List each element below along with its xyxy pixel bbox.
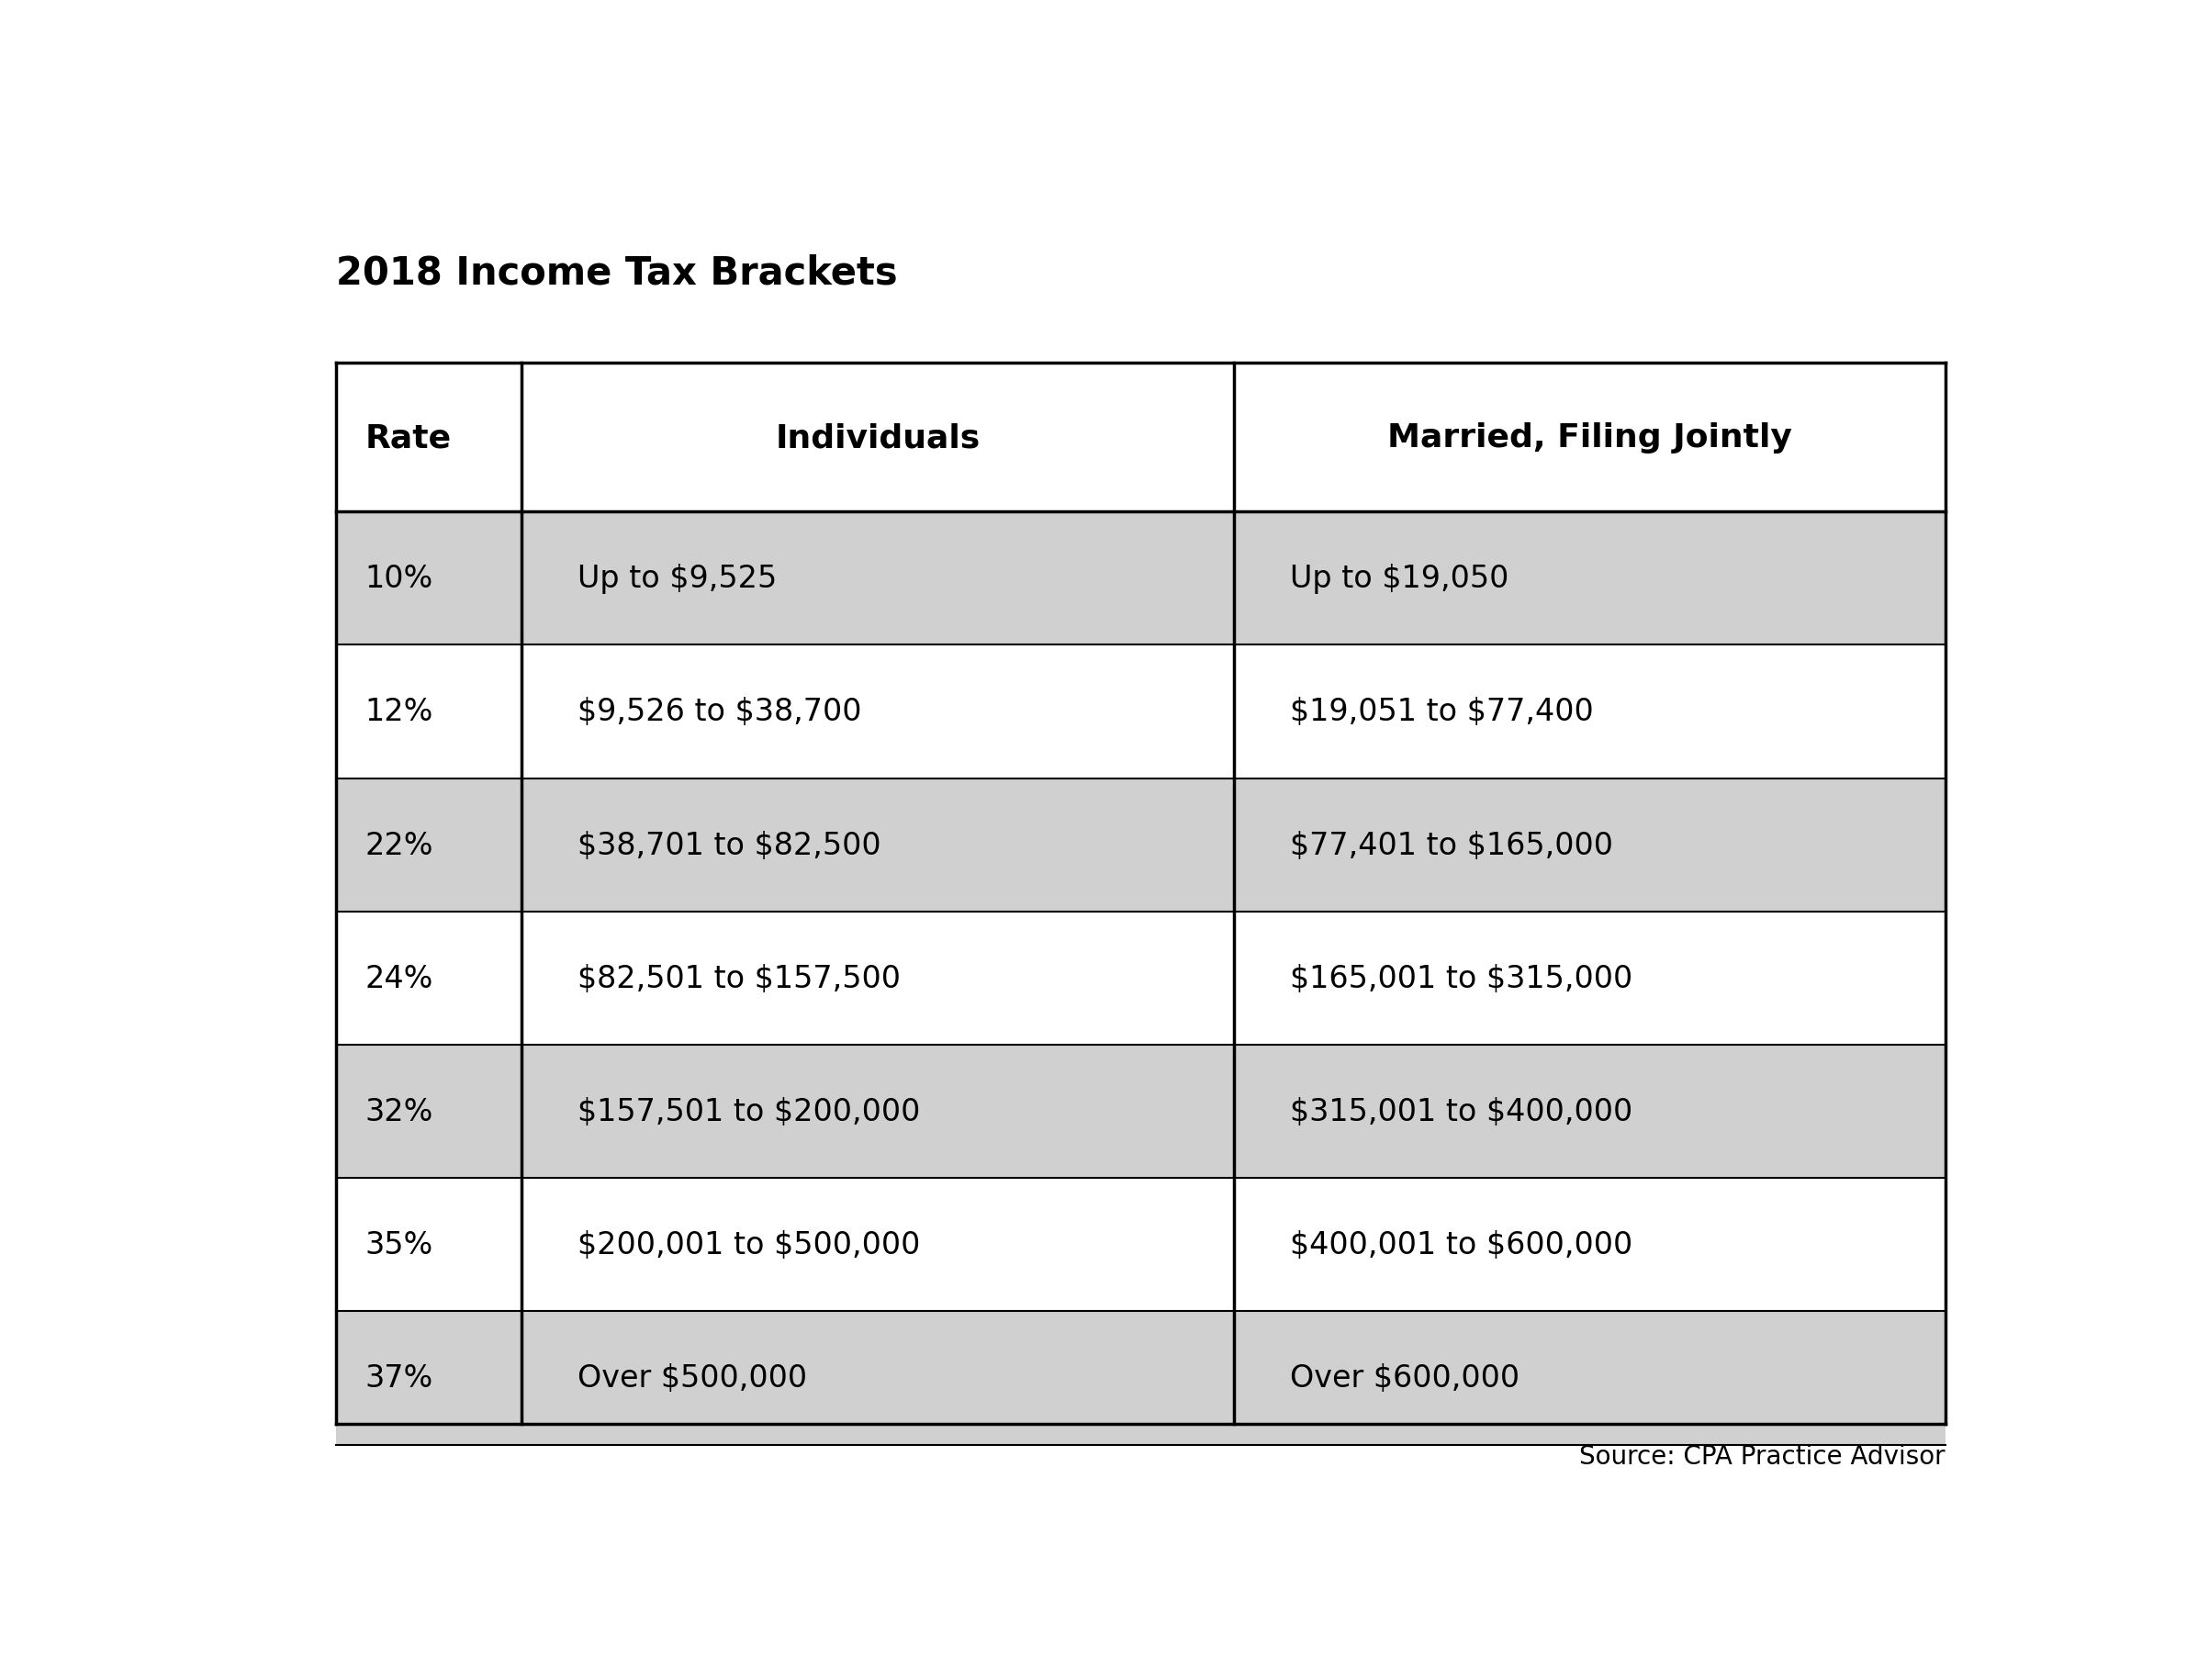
Bar <box>336 1312 1946 1445</box>
Text: 12%: 12% <box>364 697 433 727</box>
Text: \$400,001 to \$600,000: \$400,001 to \$600,000 <box>1290 1230 1632 1260</box>
Text: \$9,526 to \$38,700: \$9,526 to \$38,700 <box>577 697 862 727</box>
Text: 24%: 24% <box>364 963 433 993</box>
Bar <box>336 912 1946 1045</box>
Text: \$157,501 to \$200,000: \$157,501 to \$200,000 <box>577 1097 921 1127</box>
Bar <box>336 778 1946 912</box>
Bar <box>336 1045 1946 1178</box>
Text: 35%: 35% <box>364 1230 433 1260</box>
Text: \$82,501 to \$157,500: \$82,501 to \$157,500 <box>577 963 901 993</box>
Text: Over \$600,000: Over \$600,000 <box>1290 1362 1520 1393</box>
Text: \$38,701 to \$82,500: \$38,701 to \$82,500 <box>577 830 881 860</box>
Bar <box>336 1445 1946 1490</box>
Bar <box>336 363 1946 512</box>
Text: 22%: 22% <box>364 830 433 860</box>
Text: Rate: Rate <box>364 422 451 454</box>
Text: Over \$500,000: Over \$500,000 <box>577 1362 806 1393</box>
Text: \$19,051 to \$77,400: \$19,051 to \$77,400 <box>1290 697 1595 727</box>
Text: \$200,001 to \$500,000: \$200,001 to \$500,000 <box>577 1230 921 1260</box>
Text: Individuals: Individuals <box>775 422 981 454</box>
Text: Source: CPA Practice Advisor: Source: CPA Practice Advisor <box>1579 1443 1946 1470</box>
Text: \$77,401 to \$165,000: \$77,401 to \$165,000 <box>1290 830 1613 860</box>
Bar <box>336 645 1946 778</box>
Text: \$315,001 to \$400,000: \$315,001 to \$400,000 <box>1290 1097 1632 1127</box>
Text: \$165,001 to \$315,000: \$165,001 to \$315,000 <box>1290 963 1632 993</box>
Bar <box>336 512 1946 645</box>
Text: Up to \$19,050: Up to \$19,050 <box>1290 563 1509 593</box>
Text: Up to \$9,525: Up to \$9,525 <box>577 563 778 593</box>
Text: 37%: 37% <box>364 1362 433 1393</box>
Text: 10%: 10% <box>364 563 433 593</box>
Bar <box>336 1178 1946 1312</box>
Text: Married, Filing Jointly: Married, Filing Jointly <box>1387 422 1791 454</box>
Text: 32%: 32% <box>364 1097 433 1127</box>
Text: 2018 Income Tax Brackets: 2018 Income Tax Brackets <box>336 254 897 292</box>
